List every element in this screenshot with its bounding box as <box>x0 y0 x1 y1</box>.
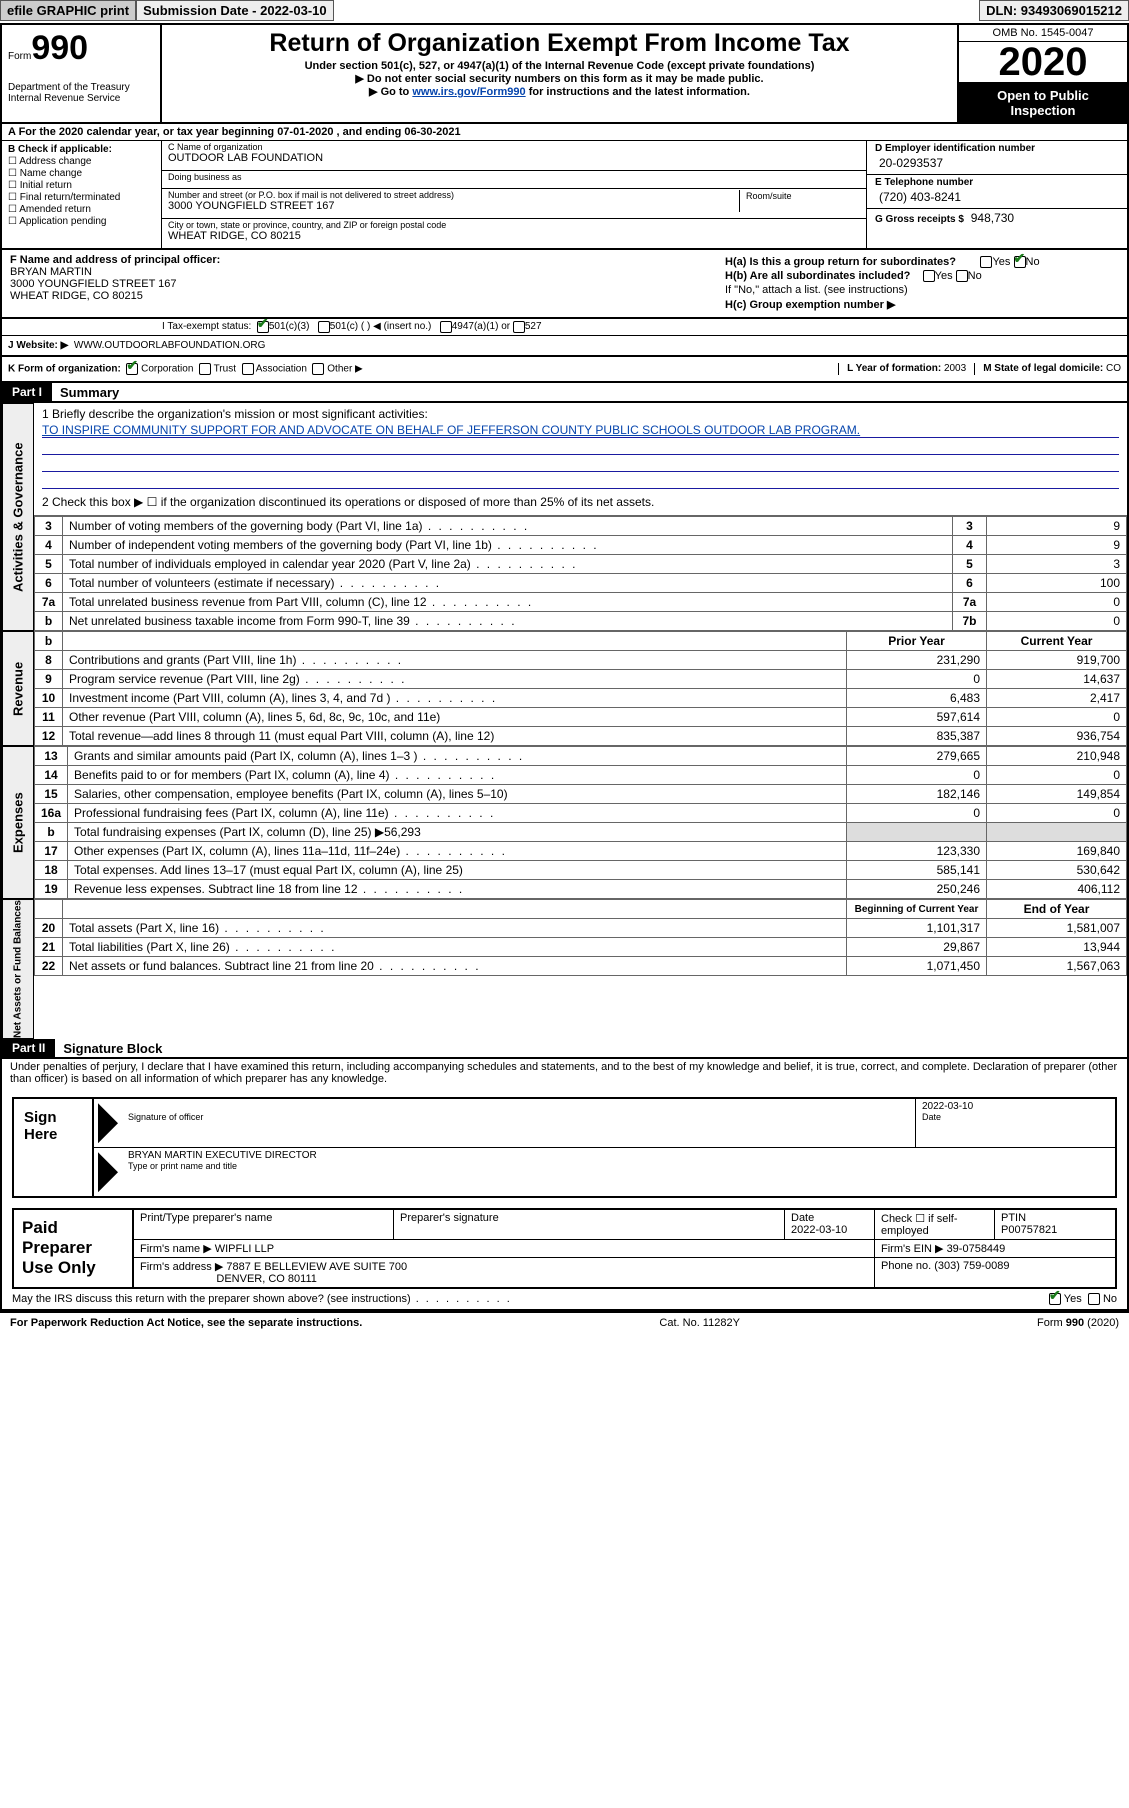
officer-signature: BRYAN MARTIN EXECUTIVE DIRECTOR <box>128 1150 1109 1161</box>
row-j-website: J Website: ▶ WWW.OUTDOORLABFOUNDATION.OR… <box>2 336 1127 357</box>
state-domicile: CO <box>1106 363 1121 374</box>
irs-yes-checkbox[interactable] <box>1049 1293 1061 1305</box>
mission-text[interactable]: TO INSPIRE COMMUNITY SUPPORT FOR AND ADV… <box>42 423 860 437</box>
dln: DLN: 93493069015212 <box>979 0 1129 21</box>
dept-treasury: Department of the Treasury Internal Reve… <box>8 82 154 104</box>
form-label: Form <box>8 51 31 62</box>
side-activities-governance: Activities & Governance <box>2 403 34 631</box>
501c3-checkbox[interactable] <box>257 321 269 333</box>
irs-link[interactable]: www.irs.gov/Form990 <box>412 86 525 98</box>
officer-name: BRYAN MARTIN <box>10 266 709 278</box>
col-d-ein-phone: D Employer identification number20-02935… <box>867 141 1127 248</box>
form-subtitle-1: Under section 501(c), 527, or 4947(a)(1)… <box>166 60 953 72</box>
form-header: Form990 Department of the Treasury Inter… <box>2 25 1127 124</box>
paid-preparer-block: Paid Preparer Use Only Print/Type prepar… <box>12 1208 1117 1289</box>
top-bar: efile GRAPHIC print Submission Date - 20… <box>0 0 1129 21</box>
perjury-text: Under penalties of perjury, I declare th… <box>2 1059 1127 1087</box>
paperwork-notice: For Paperwork Reduction Act Notice, see … <box>10 1317 362 1329</box>
org-name: OUTDOOR LAB FOUNDATION <box>168 152 860 164</box>
form-number: 990 <box>31 29 88 67</box>
form-title: Return of Organization Exempt From Incom… <box>166 29 953 58</box>
website: WWW.OUTDOORLABFOUNDATION.ORG <box>74 340 265 351</box>
org-street: 3000 YOUNGFIELD STREET 167 <box>168 200 739 212</box>
form-990: Form990 Department of the Treasury Inter… <box>0 23 1129 1311</box>
cat-no: Cat. No. 11282Y <box>659 1317 740 1329</box>
form-footer: Form 990 (2020) <box>1037 1317 1119 1329</box>
ptin: P00757821 <box>1001 1224 1057 1236</box>
officer-label: F Name and address of principal officer: <box>10 254 709 266</box>
row-a-tax-year: A For the 2020 calendar year, or tax yea… <box>2 124 1127 141</box>
irs-discuss-row: May the IRS discuss this return with the… <box>2 1289 1127 1309</box>
firm-name: WIPFLI LLP <box>215 1243 274 1255</box>
row-i-tax-status: I Tax-exempt status: 501(c)(3) 501(c) ( … <box>2 319 1127 336</box>
col-c-org-info: C Name of organizationOUTDOOR LAB FOUNDA… <box>162 141 867 248</box>
org-city: WHEAT RIDGE, CO 80215 <box>168 230 860 242</box>
col-b-checkboxes: B Check if applicable: ☐ Address change … <box>2 141 162 248</box>
side-expenses: Expenses <box>2 746 34 899</box>
sign-arrow-icon <box>98 1152 118 1192</box>
block-identity: B Check if applicable: ☐ Address change … <box>2 141 1127 250</box>
gross-receipts: 948,730 <box>967 209 1018 227</box>
row-k-form-org: K Form of organization: Corporation Trus… <box>2 357 1127 383</box>
form-year: 2020 <box>959 42 1127 84</box>
efile-print-button[interactable]: efile GRAPHIC print <box>0 0 136 21</box>
governance-table: 3Number of voting members of the governi… <box>34 516 1127 631</box>
block-officer-group: F Name and address of principal officer:… <box>2 250 1127 319</box>
submission-date: Submission Date - 2022-03-10 <box>136 0 334 21</box>
part-ii-header: Part IISignature Block <box>2 1039 1127 1059</box>
sign-date: 2022-03-10 <box>922 1101 1109 1112</box>
ein: 20-0293537 <box>875 154 1119 172</box>
open-to-public: Open to Public Inspection <box>959 84 1127 122</box>
sign-arrow-icon <box>98 1103 118 1143</box>
phone: (720) 403-8241 <box>875 188 1119 206</box>
form-subtitle-2: ▶ Do not enter social security numbers o… <box>166 72 953 85</box>
ha-no-checkbox[interactable] <box>1014 256 1026 268</box>
part-i-header: Part ISummary <box>2 383 1127 403</box>
year-formation: 2003 <box>944 363 966 374</box>
side-revenue: Revenue <box>2 631 34 746</box>
side-net-assets: Net Assets or Fund Balances <box>2 899 34 1039</box>
net-assets-table: Beginning of Current YearEnd of Year 20T… <box>34 899 1127 976</box>
sign-here-block: Sign Here Signature of officer 2022-03-1… <box>12 1097 1117 1198</box>
form-subtitle-3: ▶ Go to www.irs.gov/Form990 for instruct… <box>166 85 953 98</box>
expenses-table: 13Grants and similar amounts paid (Part … <box>34 746 1127 899</box>
revenue-table: bPrior YearCurrent Year 8Contributions a… <box>34 631 1127 746</box>
